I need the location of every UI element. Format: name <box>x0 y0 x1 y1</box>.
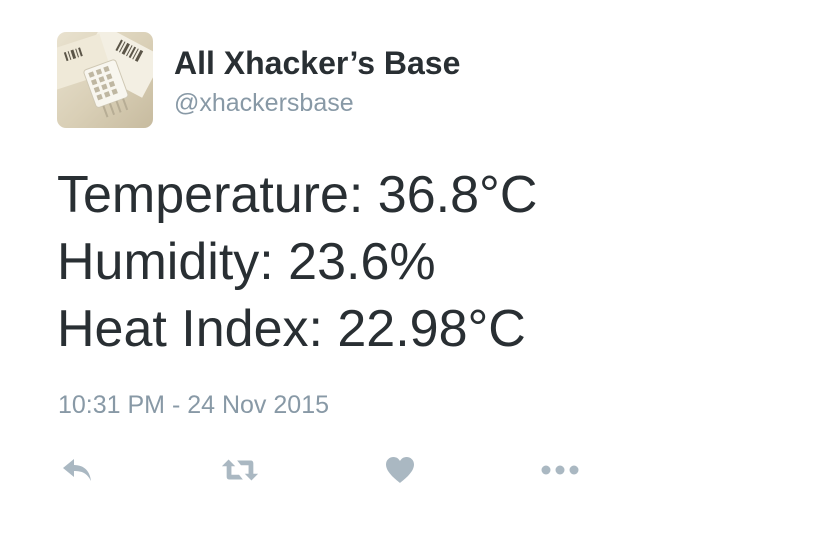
user-handle[interactable]: @xhackersbase <box>174 89 354 117</box>
reply-button[interactable] <box>57 452 97 488</box>
retweet-button[interactable] <box>220 452 260 488</box>
heart-icon <box>386 457 414 483</box>
more-button[interactable] <box>540 452 580 488</box>
tweet-line-heat-index: Heat Index: 22.98°C <box>57 300 526 358</box>
tweet-actions <box>0 452 818 488</box>
display-name[interactable]: All Xhacker’s Base <box>174 45 461 81</box>
tweet-line-humidity: Humidity: 23.6% <box>57 233 436 291</box>
tweet-text: Temperature: 36.8°C Humidity: 23.6% Heat… <box>57 162 537 363</box>
avatar[interactable] <box>57 32 153 128</box>
more-icon <box>541 465 579 475</box>
reply-icon <box>63 459 91 481</box>
retweet-icon <box>221 459 259 481</box>
sensor-module-photo <box>57 32 153 118</box>
tweet-line-temperature: Temperature: 36.8°C <box>57 166 538 224</box>
tweet-timestamp[interactable]: 10:31 PM - 24 Nov 2015 <box>58 391 329 419</box>
like-button[interactable] <box>380 452 420 488</box>
